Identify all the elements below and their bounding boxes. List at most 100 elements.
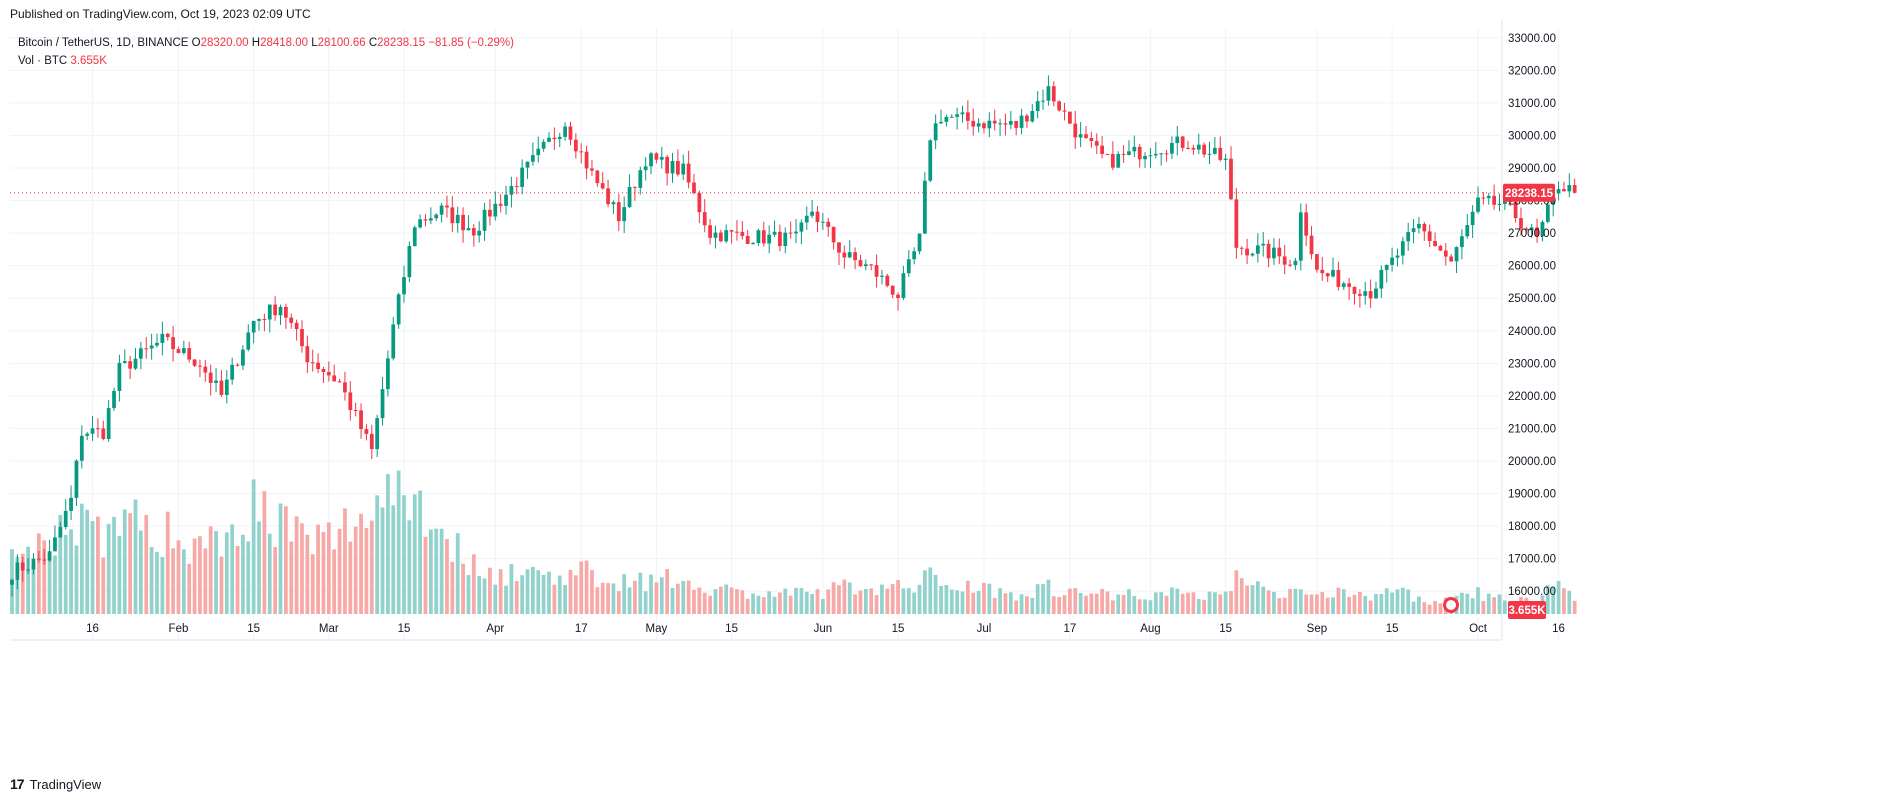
candle-body [1008,121,1013,125]
volume-bar [1143,599,1147,614]
candle-body [708,225,712,238]
candle-body [820,221,825,223]
candle-body [1202,144,1207,155]
candle-body [815,211,820,223]
volume-bar [1245,585,1249,614]
candle-body [885,275,890,286]
candle-body [176,349,181,353]
volume-bar [412,494,417,614]
candle-body [1250,253,1255,256]
volume-bar [563,585,567,614]
candle-body [42,559,47,561]
volume-bar [407,520,412,614]
volume-bar [1325,597,1330,614]
candle-body [944,116,949,122]
candle-body [606,188,610,205]
volume-bar [1062,595,1067,614]
candle-body [1567,185,1572,192]
candle-body [1315,254,1319,270]
volume-bar [949,589,954,614]
candle-body [611,202,616,205]
candle-body [1078,134,1083,138]
candle-body [106,408,111,439]
candle-body [740,231,745,236]
volume-bar [1051,596,1056,614]
candle-body [1159,153,1164,155]
candle-body [407,245,412,278]
candle-body [10,579,14,585]
volume-bar [1357,591,1362,614]
candle-body [391,324,396,359]
published-header: Published on TradingView.com, Oct 19, 20… [10,7,311,21]
volume-bar [1272,591,1276,614]
candle-body [702,212,707,226]
volume-bar [359,513,363,614]
symbol-title[interactable]: Bitcoin / TetherUS, 1D, BINANCE [18,37,189,49]
volume-bar [611,583,616,614]
candle-body [1529,227,1534,231]
volume-bar [718,586,723,614]
candle-body [439,205,444,215]
price-tick-label: 32000.00 [1508,65,1556,77]
candle-body [869,264,874,266]
candle-body [1486,195,1491,199]
candle-body [1057,101,1062,111]
volume-bar [1551,587,1556,614]
candle-body [670,161,675,174]
candle-body [359,410,363,430]
volume-bar [896,580,900,614]
volume-bar [1502,600,1507,614]
candle-body [15,562,20,580]
candle-body [1261,243,1266,246]
volume-bar [1186,592,1190,614]
volume-bar [1320,591,1325,614]
volume-bar [1352,594,1357,614]
volume-bar [471,554,476,614]
candle-body [117,362,122,391]
candle-body [595,170,600,184]
chart-legend: Bitcoin / TetherUS, 1D, BINANCE O28320.0… [18,34,514,70]
footer-brand[interactable]: TradingView [29,776,102,792]
candle-body [482,209,487,231]
volume-label[interactable]: Vol · BTC [18,55,68,67]
time-tick-label: Aug [1140,623,1160,635]
volume-bar [493,584,498,614]
candle-body [1170,143,1174,154]
candle-body [1368,291,1373,299]
candle-body [552,137,557,140]
candle-body [1460,236,1464,248]
candle-body [230,364,235,380]
candle-body [1282,256,1287,265]
volume-bar [1497,594,1502,614]
volume-bar [101,557,106,614]
candle-body [160,333,165,343]
candle-body [1331,269,1335,277]
time-tick-label: 16 [86,623,99,635]
volume-bar [1153,592,1158,614]
volume-bar [1298,589,1303,614]
price-tick-label: 33000.00 [1508,33,1556,45]
candle-body [31,558,36,570]
candle-body [745,235,750,244]
candle-body [69,497,73,511]
candle-body [1535,227,1539,237]
candle-body [1132,146,1137,152]
candle-body [1213,147,1217,154]
candle-body [1519,218,1523,229]
candle-body [1025,115,1029,122]
volume-bar [343,508,347,614]
candle-body [1298,212,1303,261]
volume-bar [595,587,600,614]
volume-bar [933,574,938,614]
candle-body [971,120,976,127]
candle-body [74,460,79,498]
candle-body [321,369,326,373]
candle-body [778,231,782,247]
candle-body [579,151,584,153]
candle-body [1390,257,1394,265]
volume-bar [1100,588,1104,614]
close-label: C [368,37,378,49]
volume-bar [740,590,745,614]
volume-bar [1374,594,1378,614]
